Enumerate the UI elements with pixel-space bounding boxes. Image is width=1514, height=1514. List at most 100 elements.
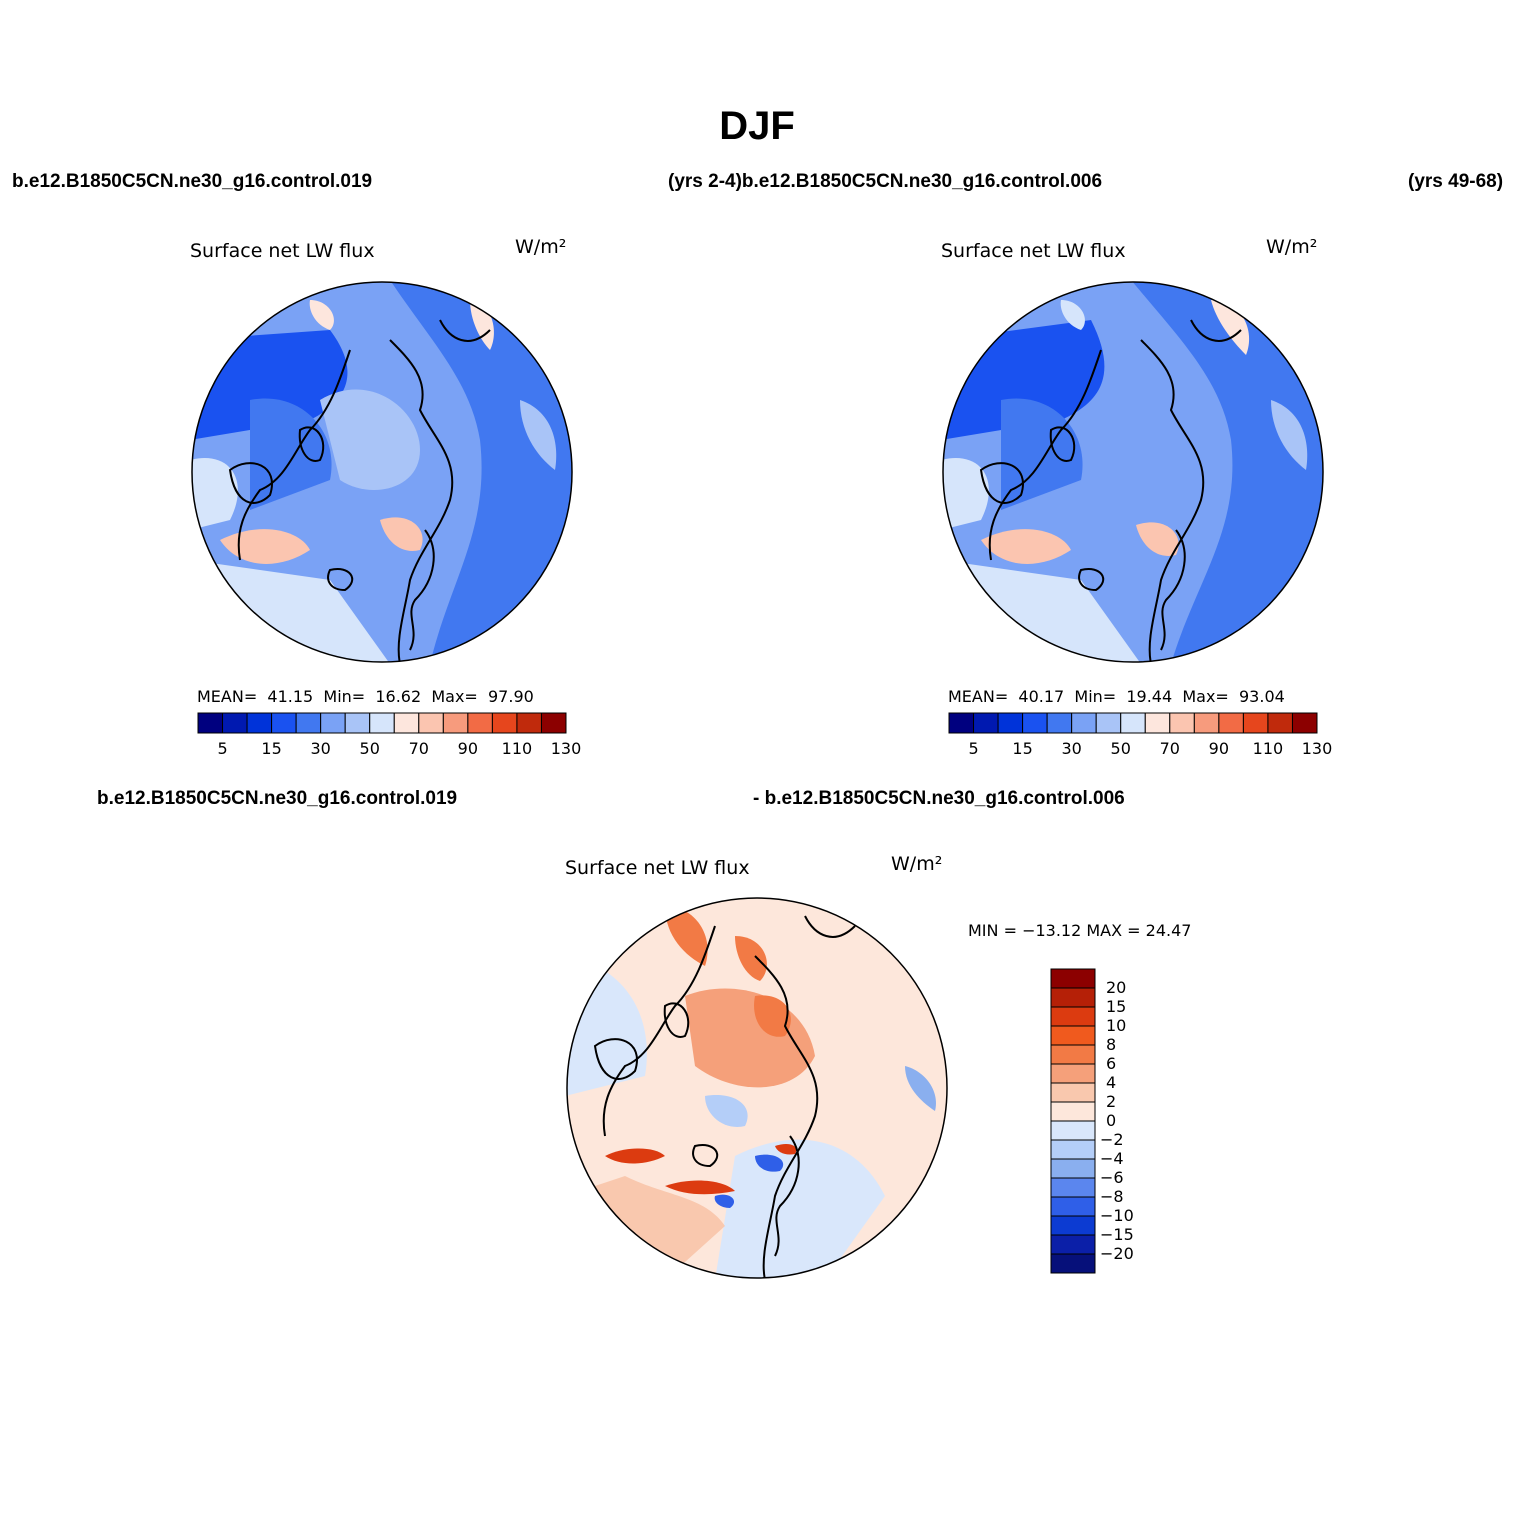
colorbar-swatch: [197, 712, 224, 734]
panel1-stats: MEAN= 41.15 Min= 16.62 Max= 97.90: [197, 687, 534, 706]
colorbar-swatch: [1050, 1196, 1096, 1217]
colorbar-tick-label: 10: [1106, 1016, 1127, 1035]
colorbar-swatch: [997, 712, 1024, 734]
colorbar-swatch: [1050, 1120, 1096, 1141]
colorbar-swatch: [540, 712, 567, 734]
panel2-stats: MEAN= 40.17 Min= 19.44 Max= 93.04: [948, 687, 1285, 706]
colorbar-swatch: [344, 712, 371, 734]
colorbar-swatch: [1022, 712, 1048, 734]
colorbar-tick-label: 6: [1106, 1054, 1117, 1073]
panel1-polar-map: [191, 281, 573, 663]
colorbar-tick-label: 15: [1106, 997, 1127, 1016]
colorbar-tick-label: −10: [1100, 1206, 1134, 1225]
colorbar-swatch: [1050, 1215, 1096, 1236]
colorbar-swatch: [467, 712, 493, 734]
colorbar-tick-label: 90: [1208, 739, 1230, 758]
colorbar-swatch: [393, 712, 420, 734]
colorbar-tick-label: −8: [1100, 1187, 1124, 1206]
colorbar-swatch: [369, 712, 395, 734]
panel1-min: 16.62: [375, 687, 422, 706]
colorbar-tick-label: 0: [1106, 1111, 1117, 1130]
colorbar-tick-label: 130: [550, 739, 582, 758]
panel2-polar-map: [942, 281, 1324, 663]
colorbar-tick-label: 70: [1159, 739, 1180, 758]
colorbar-swatch: [1046, 712, 1073, 734]
colorbar-tick-label: 130: [1301, 739, 1333, 758]
colorbar-tick-label: 8: [1106, 1035, 1117, 1054]
colorbar-swatch: [1193, 712, 1220, 734]
colorbar-swatch: [442, 712, 469, 734]
colorbar-swatch: [222, 712, 248, 734]
colorbar-tick-label: 20: [1106, 978, 1127, 997]
panel1-mean-label: MEAN=: [197, 687, 258, 706]
colorbar-swatch: [1050, 1082, 1096, 1103]
colorbar-swatch: [1050, 1044, 1096, 1065]
panel2-units: W/m²: [1266, 236, 1318, 258]
panel1-max: 97.90: [488, 687, 534, 706]
colorbar-swatch: [516, 712, 542, 734]
top-right-years-label: (yrs 49-68): [1408, 171, 1504, 192]
colorbar-swatch: [1267, 712, 1293, 734]
diff-polar-map: [566, 897, 948, 1279]
colorbar-swatch: [1050, 1025, 1096, 1046]
colorbar-tick-label: −2: [1100, 1130, 1124, 1149]
colorbar-tick-label: 110: [501, 739, 533, 758]
panel2-max-label: Max=: [1182, 687, 1229, 706]
colorbar-swatch: [1050, 1139, 1096, 1160]
panel1-colorbar-labels: 5 15 30 50 70 90 110 130: [196, 739, 581, 759]
colorbar-swatch: [1242, 712, 1269, 734]
colorbar-swatch: [1050, 1006, 1096, 1027]
colorbar-swatch: [1050, 1158, 1096, 1179]
colorbar-tick-label: −6: [1100, 1168, 1124, 1187]
diff-colorbar-labels: 20 15 10 8 6 4 2 0 −2 −4 −6 −8 −10 −15 −20: [1100, 968, 1160, 1274]
colorbar-tick-label: 15: [1012, 739, 1033, 758]
panel1-units: W/m²: [515, 236, 567, 258]
colorbar-swatch: [271, 712, 297, 734]
figure-title: DJF: [719, 104, 795, 148]
panel2-title: Surface net LW flux: [941, 240, 1126, 262]
colorbar-tick-label: 70: [408, 739, 429, 758]
colorbar-swatch: [1050, 987, 1096, 1008]
colorbar-swatch: [246, 712, 273, 734]
panel2-min: 19.44: [1126, 687, 1173, 706]
colorbar-tick-label: 5: [968, 739, 979, 758]
colorbar-tick-label: 110: [1252, 739, 1284, 758]
panel1-min-label: Min=: [323, 687, 366, 706]
colorbar-swatch: [1050, 968, 1096, 989]
panel1-colorbar: [197, 712, 567, 734]
colorbar-swatch: [491, 712, 518, 734]
colorbar-swatch: [1050, 1063, 1096, 1084]
colorbar-swatch: [1050, 1253, 1096, 1274]
bottom-left-case-label: b.e12.B1850C5CN.ne30_g16.control.019: [97, 788, 458, 809]
colorbar-swatch: [1071, 712, 1097, 734]
diff-panel-title: Surface net LW flux: [565, 857, 750, 879]
diff-colorbar: [1050, 968, 1096, 1274]
colorbar-swatch: [1291, 712, 1318, 734]
panel2-min-label: Min=: [1074, 687, 1117, 706]
colorbar-swatch: [1050, 1234, 1096, 1255]
colorbar-swatch: [1050, 1177, 1096, 1198]
colorbar-tick-label: −15: [1100, 1225, 1134, 1244]
panel1-max-label: Max=: [431, 687, 478, 706]
diff-panel-units: W/m²: [891, 853, 943, 875]
panel2-max: 93.04: [1239, 687, 1285, 706]
panel2-mean: 40.17: [1018, 687, 1065, 706]
diff-panel-stats: MIN = −13.12 MAX = 24.47: [968, 921, 1192, 940]
colorbar-swatch: [948, 712, 975, 734]
colorbar-swatch: [295, 712, 322, 734]
top-left-case-label: b.e12.B1850C5CN.ne30_g16.control.019: [12, 171, 373, 192]
colorbar-swatch: [320, 712, 346, 734]
colorbar-tick-label: 4: [1106, 1073, 1117, 1092]
panel1-mean: 41.15: [267, 687, 314, 706]
colorbar-tick-label: 50: [359, 739, 380, 758]
colorbar-swatch: [1218, 712, 1244, 734]
colorbar-swatch: [1169, 712, 1195, 734]
panel2-colorbar: [948, 712, 1318, 734]
colorbar-tick-label: 30: [310, 739, 331, 758]
colorbar-tick-label: 5: [217, 739, 228, 758]
colorbar-swatch: [1120, 712, 1146, 734]
colorbar-tick-label: 30: [1061, 739, 1082, 758]
top-mid-case-label: (yrs 2-4)b.e12.B1850C5CN.ne30_g16.contro…: [668, 171, 1103, 192]
colorbar-tick-label: 90: [457, 739, 479, 758]
panel1-title: Surface net LW flux: [190, 240, 375, 262]
